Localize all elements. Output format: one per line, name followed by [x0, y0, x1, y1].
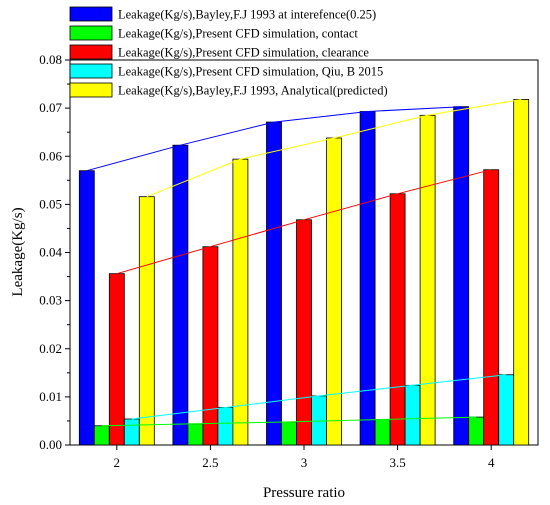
legend: Leakage(Kg/s),Bayley,F.J 1993 at interef… — [69, 6, 388, 98]
bar-series-3-3.5 — [404, 384, 421, 446]
bar-series-1-3 — [281, 421, 297, 446]
bar-series-1-3.5 — [374, 419, 391, 446]
legend-label-2: Leakage(Kg/s),Present CFD simulation, cl… — [118, 46, 369, 60]
y-tick-label: 0.08 — [39, 52, 62, 67]
bar-series-2-3 — [296, 219, 312, 446]
x-tick-label: 2 — [114, 455, 121, 470]
bar-series-4-3.5 — [419, 114, 436, 446]
x-axis-title: Pressure ratio — [263, 485, 345, 501]
bar-series-2-4 — [483, 169, 500, 446]
line-series-4 — [146, 99, 522, 198]
bar-series-1-2 — [93, 425, 110, 446]
y-tick-label: 0.07 — [39, 100, 62, 115]
legend-swatch-3 — [69, 63, 113, 79]
legend-swatch-2 — [69, 44, 113, 60]
bar-series-2-3.5 — [389, 193, 406, 446]
line-series-2 — [116, 169, 492, 275]
bar-series-0-3.5 — [359, 111, 376, 446]
bar-series-1-2.5 — [187, 423, 204, 446]
bar-series-0-2.5 — [172, 144, 189, 446]
legend-swatch-1 — [69, 25, 113, 41]
legend-label-4: Leakage(Kg/s),Bayley,F.J 1993, Analytica… — [118, 84, 388, 98]
legend-label-3: Leakage(Kg/s),Present CFD simulation, Qi… — [118, 65, 383, 79]
x-tick-label: 3.5 — [389, 455, 405, 470]
y-tick-label: 0.00 — [39, 437, 62, 452]
bar-series-3-4 — [498, 374, 515, 446]
line-series-0 — [86, 106, 462, 172]
bars-group — [78, 99, 530, 446]
bar-series-3-2.5 — [217, 407, 234, 446]
y-tick-label: 0.02 — [39, 341, 62, 356]
x-tick-label: 3 — [301, 455, 308, 470]
y-tick-label: 0.01 — [39, 389, 62, 404]
y-tick-label: 0.05 — [39, 196, 62, 211]
x-tick-label: 4 — [488, 455, 495, 470]
x-axis: 2 2.5 3 3.5 4 — [114, 445, 495, 470]
legend-label-1: Leakage(Kg/s),Present CFD simulation, co… — [118, 27, 358, 41]
bar-series-0-4 — [453, 106, 470, 446]
y-axis-title: Leakage(Kg/s) — [10, 207, 26, 296]
legend-swatch-4 — [69, 82, 113, 98]
bar-series-0-2 — [78, 170, 95, 446]
y-tick-label: 0.03 — [39, 293, 62, 308]
bar-series-4-3 — [326, 137, 342, 446]
line-series-3 — [131, 374, 507, 420]
bar-series-3-2 — [123, 418, 140, 446]
bar-series-0-3 — [266, 121, 282, 446]
trendlines-group — [86, 99, 522, 427]
legend-swatch-0 — [69, 6, 113, 22]
line-series-1 — [101, 416, 477, 427]
y-tick-label: 0.04 — [39, 245, 62, 260]
bar-series-4-2.5 — [232, 158, 249, 446]
bar-series-3-3 — [311, 395, 327, 446]
bar-series-4-2 — [138, 196, 155, 446]
bar-series-2-2 — [108, 273, 125, 446]
bar-series-1-4 — [468, 416, 485, 446]
y-tick-label: 0.06 — [39, 148, 62, 163]
legend-label-0: Leakage(Kg/s),Bayley,F.J 1993 at interef… — [118, 8, 376, 22]
x-tick-label: 2.5 — [202, 455, 218, 470]
bar-series-2-2.5 — [202, 246, 219, 446]
bar-series-4-4 — [513, 99, 530, 446]
y-axis: 0.00 0.01 0.02 0.03 0.04 0.05 0.06 0.07 0.08 — [39, 52, 70, 452]
